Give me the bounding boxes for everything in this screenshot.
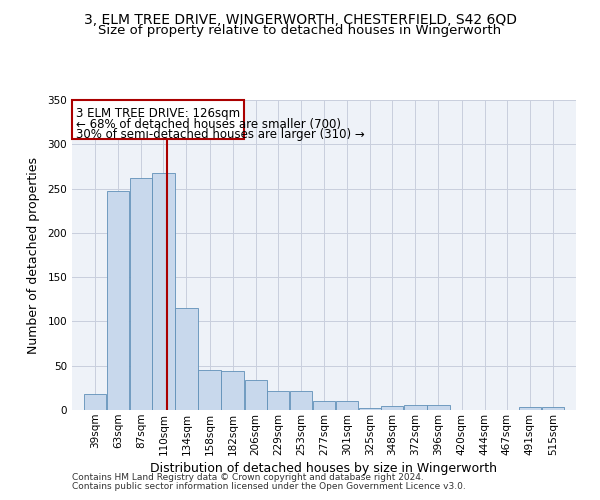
Bar bbox=[542, 408, 564, 410]
Text: 3, ELM TREE DRIVE, WINGERWORTH, CHESTERFIELD, S42 6QD: 3, ELM TREE DRIVE, WINGERWORTH, CHESTERF… bbox=[83, 12, 517, 26]
Bar bbox=[518, 408, 541, 410]
FancyBboxPatch shape bbox=[72, 100, 244, 139]
Text: Contains HM Land Registry data © Crown copyright and database right 2024.: Contains HM Land Registry data © Crown c… bbox=[72, 474, 424, 482]
Text: 3 ELM TREE DRIVE: 126sqm: 3 ELM TREE DRIVE: 126sqm bbox=[76, 107, 240, 120]
Bar bbox=[404, 404, 427, 410]
Bar bbox=[152, 172, 175, 410]
Bar bbox=[427, 404, 449, 410]
Bar bbox=[359, 408, 382, 410]
Bar bbox=[175, 308, 197, 410]
Text: Contains public sector information licensed under the Open Government Licence v3: Contains public sector information licen… bbox=[72, 482, 466, 491]
Text: 30% of semi-detached houses are larger (310) →: 30% of semi-detached houses are larger (… bbox=[76, 128, 365, 141]
Bar bbox=[266, 390, 289, 410]
Bar bbox=[290, 390, 312, 410]
Bar bbox=[199, 370, 221, 410]
Bar bbox=[336, 401, 358, 410]
Text: ← 68% of detached houses are smaller (700): ← 68% of detached houses are smaller (70… bbox=[76, 118, 341, 130]
Y-axis label: Number of detached properties: Number of detached properties bbox=[28, 156, 40, 354]
Bar bbox=[381, 406, 403, 410]
Bar bbox=[107, 191, 130, 410]
Bar bbox=[84, 394, 106, 410]
Text: Size of property relative to detached houses in Wingerworth: Size of property relative to detached ho… bbox=[98, 24, 502, 37]
Bar bbox=[245, 380, 267, 410]
Bar bbox=[130, 178, 152, 410]
Bar bbox=[221, 371, 244, 410]
Bar bbox=[313, 401, 335, 410]
X-axis label: Distribution of detached houses by size in Wingerworth: Distribution of detached houses by size … bbox=[151, 462, 497, 475]
